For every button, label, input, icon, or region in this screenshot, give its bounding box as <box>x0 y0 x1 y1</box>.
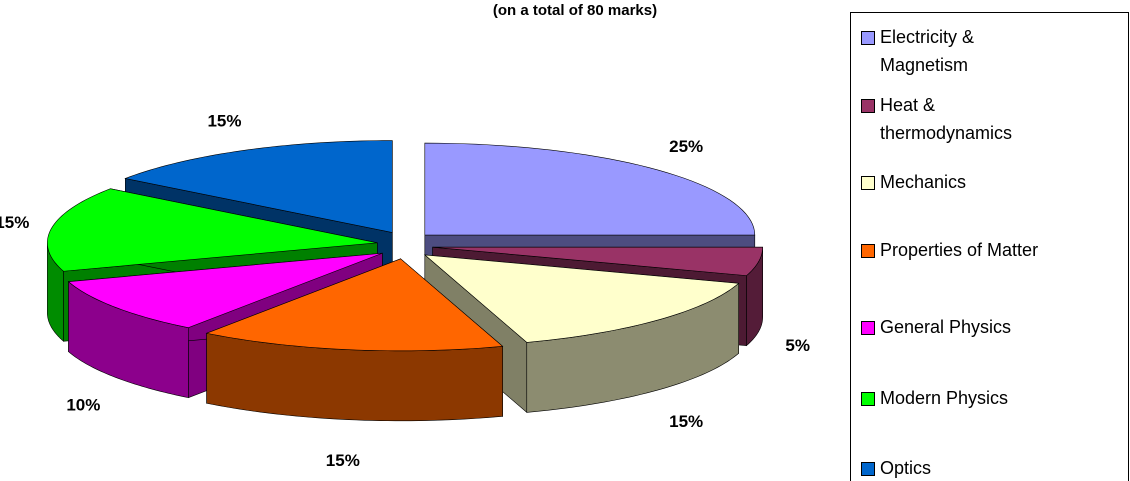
pie-slice <box>205 258 504 422</box>
data-label: 15% <box>0 213 29 232</box>
slice-top <box>423 254 740 343</box>
data-label: 5% <box>785 336 810 355</box>
slice-top <box>432 246 763 276</box>
legend-entry: Mechanics <box>861 168 1130 196</box>
pie-slice <box>423 254 740 414</box>
legend-swatch <box>861 392 875 406</box>
legend-swatch <box>861 462 875 476</box>
legend-swatch <box>861 99 875 113</box>
legend-entry: Optics <box>861 454 1130 481</box>
legend-entry: Electricity & Magnetism <box>861 23 1030 79</box>
data-label: 15% <box>207 111 241 130</box>
legend-entry: Properties of Matter <box>861 236 1130 264</box>
slice-top <box>124 140 393 233</box>
slice-top <box>424 142 756 236</box>
legend-label: Mechanics <box>880 172 967 192</box>
legend-label: Electricity & Magnetism <box>880 27 975 75</box>
legend-label: Properties of Matter <box>880 240 1039 260</box>
legend-label: General Physics <box>880 317 1012 337</box>
slice-top <box>67 252 383 328</box>
data-label: 15% <box>669 412 703 431</box>
chart-title: (on a total of 80 marks) <box>493 2 657 19</box>
slice-top <box>47 188 378 272</box>
data-label: 10% <box>66 396 100 415</box>
legend-label: Optics <box>880 458 932 478</box>
legend-swatch <box>861 176 875 190</box>
legend-label: Heat & thermodynamics <box>880 95 1013 143</box>
legend-entry: Modern Physics <box>861 384 1130 412</box>
legend-swatch <box>861 31 875 45</box>
legend: Electricity & Magnetism Heat & thermodyna… <box>850 12 1129 481</box>
data-label: 15% <box>326 451 360 470</box>
data-label: 25% <box>669 137 703 156</box>
slice-top <box>205 258 504 352</box>
chart: (on a total of 80 marks) 25% 5% 15% 15% 10% 1… <box>0 2 810 470</box>
legend-swatch <box>861 244 875 258</box>
legend-entry: Heat & thermodynamics <box>861 91 1030 147</box>
legend-label: Modern Physics <box>880 388 1009 408</box>
legend-entry: General Physics <box>861 313 1130 341</box>
legend-swatch <box>861 321 875 335</box>
